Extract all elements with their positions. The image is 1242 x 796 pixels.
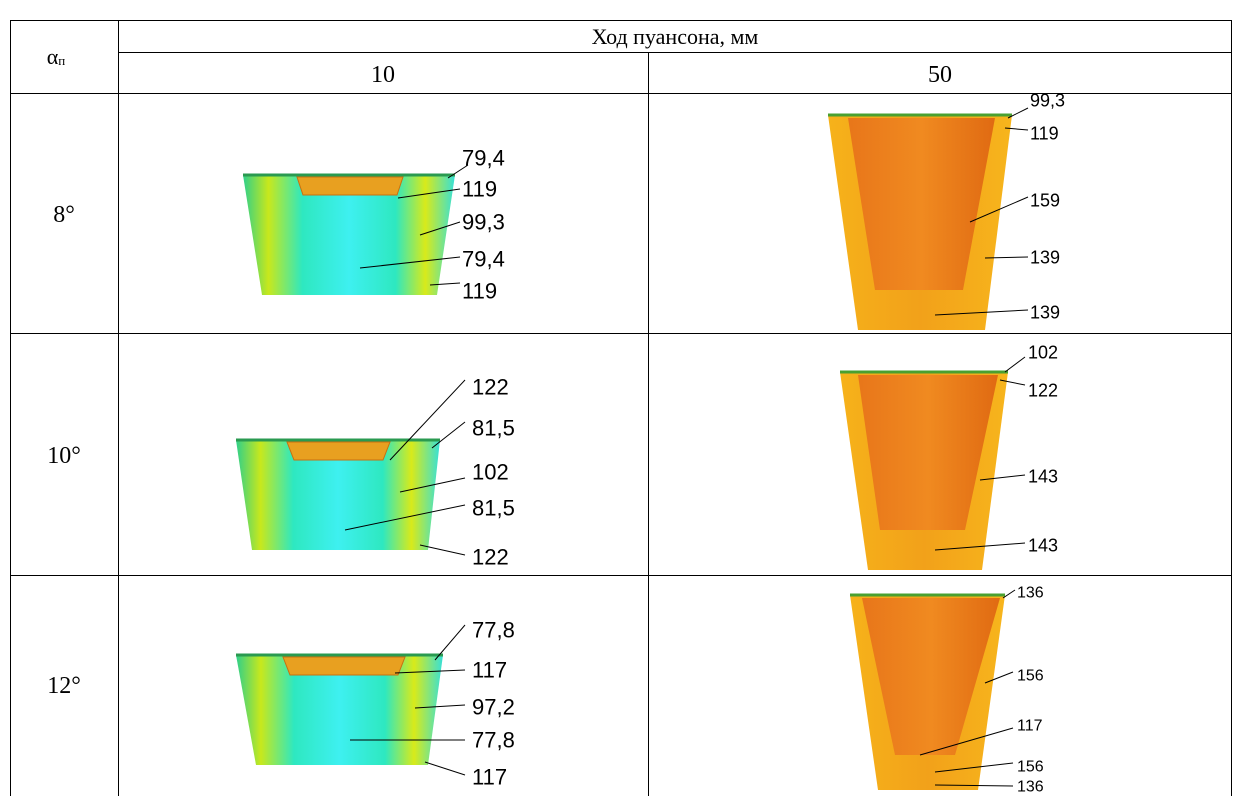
callout-label: 117 bbox=[1017, 718, 1043, 735]
callout-label: 156 bbox=[1017, 759, 1044, 776]
callout-label: 79,4 bbox=[462, 146, 505, 171]
callout-label: 119 bbox=[462, 279, 497, 304]
leader-line bbox=[432, 422, 465, 448]
callout-label: 156 bbox=[1017, 668, 1044, 685]
callout-label: 97,2 bbox=[472, 695, 515, 720]
callout-label: 117 bbox=[472, 658, 507, 683]
callout-label: 99,3 bbox=[1030, 90, 1065, 110]
row-header: 12° bbox=[47, 673, 81, 699]
callout-label: 102 bbox=[472, 460, 509, 485]
callout-label: 81,5 bbox=[472, 496, 515, 521]
callout-label: 79,4 bbox=[462, 247, 505, 272]
punch-recess bbox=[283, 657, 405, 675]
callout-label: 136 bbox=[1017, 585, 1044, 602]
callout-label: 102 bbox=[1028, 342, 1058, 362]
punch-recess bbox=[287, 442, 390, 460]
leader-line bbox=[1008, 108, 1028, 118]
table: αп Ход пуансона, мм 10 50 8° 10° 12° 79,… bbox=[0, 0, 1242, 796]
callout-label: 122 bbox=[1028, 380, 1058, 400]
callout-label: 122 bbox=[472, 375, 509, 400]
corner-header: αп bbox=[47, 44, 66, 69]
callout-label: 159 bbox=[1030, 190, 1060, 210]
callout-label: 117 bbox=[472, 765, 507, 790]
callout-label: 77,8 bbox=[472, 618, 515, 643]
page: αп Ход пуансона, мм 10 50 8° 10° 12° 79,… bbox=[0, 0, 1242, 796]
callout-label: 143 bbox=[1028, 466, 1058, 486]
callout-label: 122 bbox=[472, 545, 509, 570]
callout-label: 99,3 bbox=[462, 210, 505, 235]
row-header: 8° bbox=[53, 202, 75, 228]
callout-label: 119 bbox=[462, 177, 497, 202]
punch-recess bbox=[297, 177, 403, 195]
callout-label: 139 bbox=[1030, 302, 1060, 322]
leader-line bbox=[435, 625, 465, 660]
callout-label: 81,5 bbox=[472, 416, 515, 441]
leader-line bbox=[1005, 357, 1025, 372]
callout-label: 136 bbox=[1017, 779, 1044, 796]
leader-line bbox=[425, 762, 465, 775]
callout-label: 143 bbox=[1028, 535, 1058, 555]
callout-label: 139 bbox=[1030, 247, 1060, 267]
group-header: Ход пуансона, мм bbox=[592, 24, 759, 49]
callout-label: 77,8 bbox=[472, 728, 515, 753]
row-header: 10° bbox=[47, 443, 81, 469]
callout-label: 119 bbox=[1030, 123, 1059, 143]
column-header: 50 bbox=[928, 62, 952, 88]
column-header: 10 bbox=[371, 62, 395, 88]
corner-symbol: α bbox=[47, 44, 59, 69]
corner-subscript: п bbox=[58, 53, 65, 68]
